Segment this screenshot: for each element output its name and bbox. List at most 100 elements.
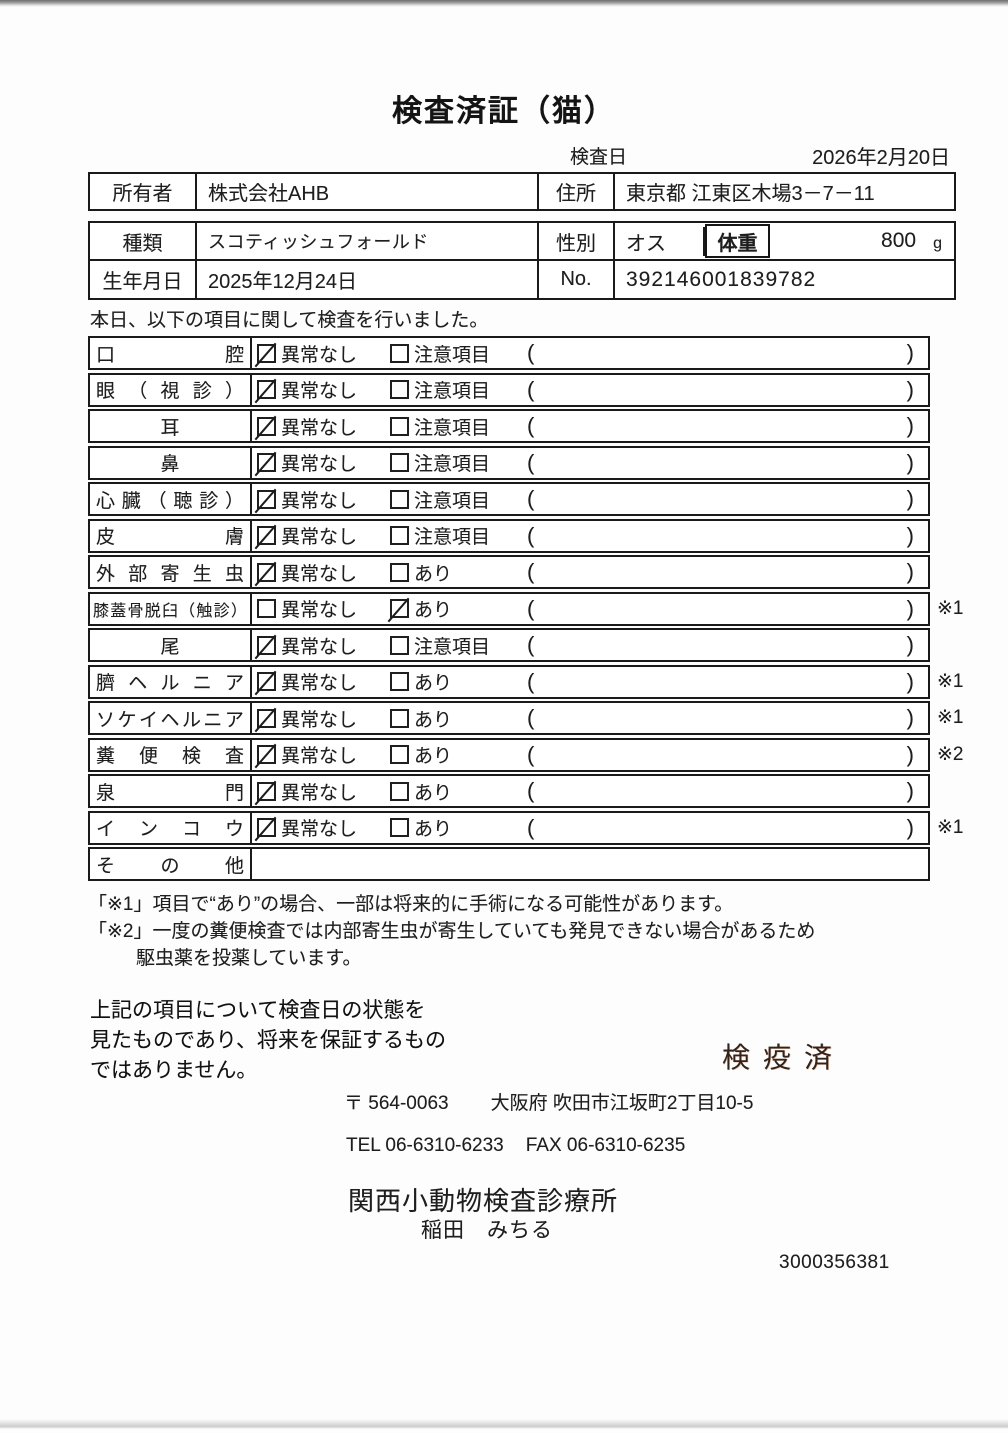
postal-code: 〒 564-0063 [344,1093,449,1114]
checkbox-caution-label: 注意項目 [414,381,491,402]
checkbox-present[interactable] [390,818,409,837]
checkbox-no-abnormality-label: 異常なし [281,600,358,621]
checkbox-caution[interactable] [390,380,409,399]
checkbox-no-abnormality[interactable] [257,635,276,655]
paren-open: ( [527,778,535,803]
checkbox-no-abnormality[interactable] [257,343,276,363]
checkbox-no-abnormality-label: 異常なし [281,454,358,475]
checkbox-caution[interactable] [390,343,409,363]
paren-open: ( [527,449,535,475]
row-value: 異常なし あり () [252,594,928,624]
owner-value: 株式会社AHB [197,174,539,209]
checkbox-no-abnormality[interactable] [257,818,276,837]
row-label: インコウ [90,812,252,843]
row-value: 異常なし 注意項目 () [252,484,928,514]
checkbox-present[interactable] [390,781,409,801]
row-value: 異常なし 注意項目 () [252,448,928,478]
checkbox-no-abnormality-label: 異常なし [281,381,358,402]
row-label: 臍ヘルニア [90,666,252,697]
checkbox-caution[interactable] [390,453,409,472]
checkbox-no-abnormality-label: 異常なし [281,746,358,767]
birthdate-label: 生年月日 [90,261,197,298]
inspection-table: 口腔 異常なし 注意項目 () 眼（視診） 異常なし 注意項目 () 耳 異常な… [88,336,964,884]
row-value: 異常なし あり () [252,703,928,733]
paren-close: ) [906,522,914,548]
checkbox-no-abnormality[interactable] [257,489,276,509]
footnote-2: 「※2」一度の糞便検査では内部寄生虫が寄生していても発見できない場合があるため [88,921,816,942]
checkbox-no-abnormality[interactable] [257,416,276,436]
checkbox-caution[interactable] [390,526,409,545]
weight-unit: g [933,234,942,252]
page-title: 検査済証（猫） [392,95,616,128]
paren-close: ) [906,413,914,438]
row-label: 心臓（聴診） [90,484,252,514]
checkbox-no-abnormality-label: 異常なし [281,636,358,658]
breed-label: 種類 [90,223,197,259]
checkbox-present-label: あり [414,600,453,621]
paren-close: ) [906,595,914,621]
row-label: 皮膚 [90,520,252,551]
footnotes: 「※1」項目で“あり”の場合、一部は将来的に手術になる可能性があります。 「※2… [88,891,815,972]
quarantine-passed-stamp: 検疫済 [722,1042,846,1073]
veterinarian-name: 稲田 みちる [421,1219,553,1242]
checkbox-no-abnormality[interactable] [257,562,276,582]
paren-close: ) [906,741,914,767]
checkbox-no-abnormality-label: 異常なし [281,490,358,512]
checkbox-no-abnormality[interactable] [257,672,276,691]
checkbox-present-label: あり [414,709,453,731]
disclaimer-line-1: 上記の項目について検査日の状態を [90,999,426,1022]
row-value: 異常なし 注意項目 () [252,411,928,441]
checkbox-caution-label: 注意項目 [414,417,491,439]
serial-number: 3000356381 [779,1252,890,1273]
checkbox-caution-label: 注意項目 [414,344,491,366]
row-label: ソケイヘルニア [90,703,252,733]
paren-close: ) [906,632,914,657]
row-value: 異常なし 注意項目 () [252,338,928,368]
sex-weight-group: オス 体重 800 g [615,223,954,259]
table-row-oral: 口腔 異常なし 注意項目 () [88,336,930,370]
row-value [252,849,928,879]
paren-close: ) [906,376,914,402]
checkbox-caution[interactable] [390,635,409,655]
checkbox-present-label: あり [414,819,453,840]
no-value: 392146001839782 [626,267,817,291]
checkbox-present[interactable] [390,708,409,728]
weight-value-cell: 800 g [770,229,954,253]
paren-close: ) [906,340,914,365]
checkbox-caution[interactable] [390,416,409,436]
row-value: 異常なし あり () [252,557,928,587]
checkbox-caution[interactable] [390,489,409,509]
paren-open: ( [527,668,535,694]
checkbox-present-label: あり [414,746,453,767]
checkbox-no-abnormality[interactable] [257,708,276,728]
table-row-patella: 膝蓋骨脱臼（触診） 異常なし あり () ※1 [88,591,964,626]
checkbox-no-abnormality[interactable] [257,745,276,764]
checkbox-no-abnormality[interactable] [257,526,276,545]
checkbox-present[interactable] [390,599,409,618]
row-label: 尾 [90,630,252,660]
row-value: 異常なし 注意項目 () [252,375,928,405]
table-row-ears: 耳 異常なし 注意項目 () [88,409,930,443]
paren-open: ( [527,522,535,548]
inspection-date-label: 検査日 [570,147,628,168]
checkbox-present[interactable] [390,672,409,691]
checkbox-no-abnormality[interactable] [257,781,276,801]
breed-value: スコティッシュフォールド [197,223,539,259]
row-value: 異常なし あり () [252,776,928,806]
checkbox-present[interactable] [390,562,409,582]
row-label: 耳 [90,411,252,441]
checkbox-no-abnormality[interactable] [257,380,276,399]
checkbox-present-label: あり [414,782,453,804]
paren-close: ) [906,814,914,840]
intro-text: 本日、以下の項目に関して検査を行いました。 [90,310,489,331]
checkbox-no-abnormality[interactable] [257,453,276,472]
no-label: No. [539,261,615,298]
checkbox-no-abnormality[interactable] [257,599,276,618]
checkbox-present[interactable] [390,745,409,764]
row-note: ※1 [937,597,964,619]
inspection-date-row: 検査日 2026年2月20日 [570,141,950,170]
paren-open: ( [527,340,535,365]
tel-number: TEL 06-6310-6233 [346,1135,504,1156]
checkbox-caution-label: 注意項目 [414,636,491,658]
